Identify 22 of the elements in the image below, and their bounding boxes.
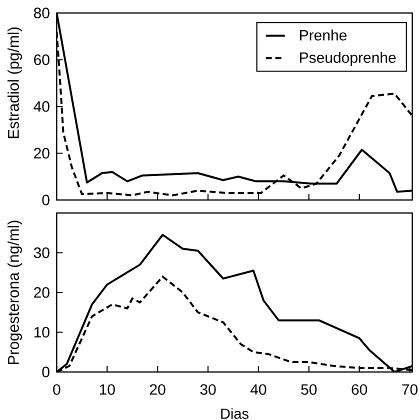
x-tick-label: 0	[53, 384, 60, 395]
x-tick-label: 50	[301, 384, 317, 395]
y-tick-label: 40	[34, 101, 50, 112]
x-tick-label: 70	[402, 384, 418, 395]
y-tick-label: 80	[34, 8, 50, 18]
x-tick-label: 10	[100, 384, 115, 395]
x-tick-label: 40	[250, 384, 266, 395]
y-tick-label: 20	[34, 287, 50, 298]
legend-label: Prenhe	[300, 30, 347, 41]
y-axis-title: Estradiol (pg/ml)	[8, 28, 22, 138]
y-tick-label: 0	[42, 366, 50, 378]
y-tick-label: 20	[34, 148, 50, 159]
x-axis-title: Dias	[221, 408, 248, 419]
y-tick-label: 10	[34, 326, 50, 338]
x-tick-label: 60	[352, 384, 368, 395]
y-tick-label: 0	[42, 194, 50, 206]
x-tick-label: 20	[150, 384, 166, 395]
legend-label: Pseudoprenhe	[300, 52, 396, 66]
y-axis-title: Progesterona (ng/ml)	[8, 220, 22, 364]
x-tick-label: 30	[200, 384, 216, 395]
y-tick-label: 60	[34, 54, 50, 66]
y-tick-label: 30	[34, 247, 50, 258]
